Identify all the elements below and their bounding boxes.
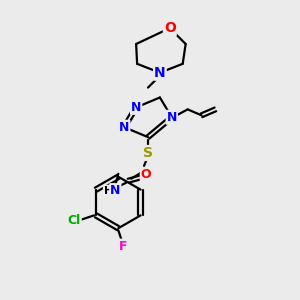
- Text: H: H: [104, 186, 113, 196]
- Text: Cl: Cl: [68, 214, 81, 227]
- Text: O: O: [164, 21, 176, 35]
- Text: O: O: [141, 168, 151, 181]
- Text: N: N: [119, 121, 129, 134]
- Text: N: N: [110, 184, 121, 197]
- Text: N: N: [167, 111, 177, 124]
- Text: S: S: [143, 146, 153, 160]
- Text: N: N: [131, 101, 141, 114]
- Text: F: F: [119, 240, 128, 253]
- Text: N: N: [154, 66, 166, 80]
